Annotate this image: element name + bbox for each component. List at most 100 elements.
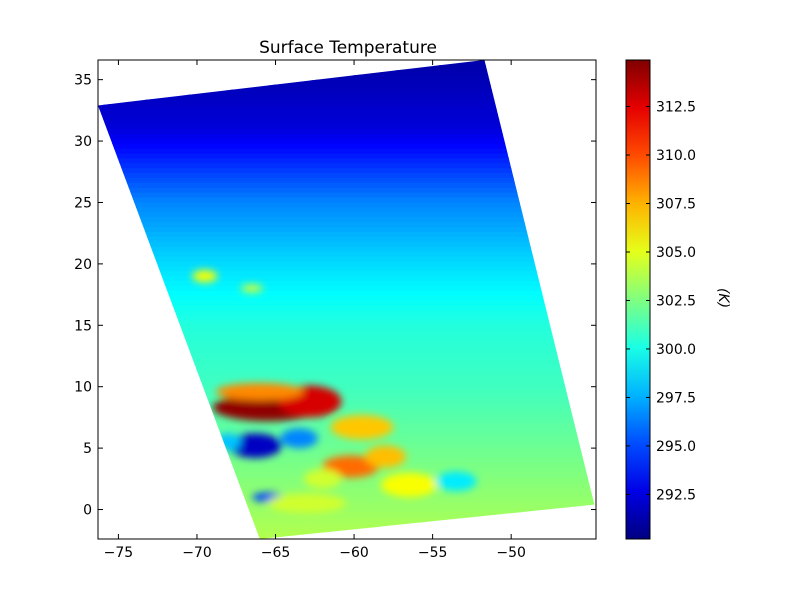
colorbar-tick-label: 302.5 — [656, 293, 696, 309]
temperature-band — [98, 320, 595, 327]
temperature-band — [98, 256, 595, 263]
temperature-band — [98, 310, 595, 317]
temperature-band — [98, 271, 595, 277]
temperature-band — [98, 163, 595, 169]
temperature-band — [98, 94, 595, 101]
temperature-band — [98, 497, 595, 503]
temperature-band — [98, 408, 595, 415]
temperature-band — [98, 384, 595, 390]
temperature-band — [98, 138, 595, 145]
plot-frame — [97, 59, 597, 540]
temperature-band — [98, 511, 595, 518]
y-tick-label: 15 — [74, 318, 92, 334]
temperature-band — [98, 207, 595, 214]
temperature-band — [98, 64, 595, 71]
temperature-band — [98, 89, 595, 96]
temperature-band — [98, 492, 595, 499]
colorbar-tick-label: 295.0 — [656, 439, 696, 455]
temperature-band — [98, 158, 595, 164]
temperature-band — [98, 330, 595, 336]
temperature-band — [98, 217, 595, 223]
temperature-band — [98, 236, 595, 243]
x-tick-label: −65 — [261, 545, 291, 561]
temperature-band — [98, 187, 595, 194]
temperature-band — [98, 128, 595, 135]
temperature-band — [98, 443, 595, 449]
temperature-band — [98, 374, 595, 381]
temperature-band — [98, 349, 595, 356]
temperature-anomaly — [215, 383, 304, 401]
temperature-band — [98, 285, 595, 292]
colorbar-tick-label: 305.0 — [656, 245, 696, 261]
x-tick-label: −70 — [182, 545, 212, 561]
colorbar: 292.5 295.0 297.5 300.0 302.5 305.0 307.5 310.0… — [625, 59, 731, 540]
colorbar-ticks: 292.5 295.0 297.5 300.0 302.5 305.0 307.5 310.0… — [626, 100, 696, 503]
temperature-band — [98, 143, 595, 150]
temperature-band — [98, 251, 595, 258]
temperature-band — [98, 99, 595, 106]
temperature-band — [98, 300, 595, 307]
temperature-band — [98, 364, 595, 371]
temperature-band — [98, 222, 595, 228]
colorbar-tick-label: 297.5 — [656, 390, 696, 406]
temperature-band — [98, 507, 595, 513]
temperature-band — [98, 109, 595, 115]
colorbar-label: (K) — [715, 288, 731, 308]
temperature-band — [98, 246, 595, 253]
colorbar-tick-label: 292.5 — [656, 487, 696, 503]
temperature-band — [98, 104, 595, 110]
temperature-band — [98, 266, 595, 273]
temperature-band — [98, 197, 595, 204]
x-tick-label: −75 — [104, 545, 134, 561]
temperature-band — [98, 354, 595, 361]
colorbar-tick-label: 300.0 — [656, 342, 696, 358]
temperature-band — [98, 276, 595, 282]
temperature-band — [98, 60, 595, 66]
y-tick-label: 30 — [74, 134, 92, 150]
temperature-band — [98, 325, 595, 332]
temperature-band — [98, 516, 595, 523]
temperature-band — [98, 172, 595, 179]
temperature-band — [98, 79, 595, 86]
temperature-anomaly — [267, 493, 347, 514]
temperature-anomaly — [303, 468, 342, 489]
temperature-band — [98, 212, 595, 219]
temperature-band — [98, 118, 595, 125]
temperature-anomaly — [365, 445, 406, 468]
colorbar-tick-label: 310.0 — [656, 148, 696, 164]
temperature-band — [98, 403, 595, 410]
temperature-anomaly — [330, 414, 394, 440]
colorbar-frame — [625, 59, 651, 540]
temperature-band — [98, 526, 595, 533]
temperature-band — [98, 295, 595, 302]
temperature-band — [98, 438, 595, 444]
y-tick-label: 10 — [74, 380, 92, 396]
temperature-band — [98, 241, 595, 248]
temperature-band — [98, 344, 595, 351]
temperature-band — [98, 133, 595, 140]
temperature-band — [98, 482, 595, 489]
temperature-band — [98, 477, 595, 484]
anomaly-layer — [192, 270, 477, 514]
temperature-band — [98, 281, 595, 287]
x-tick-label: −55 — [418, 545, 448, 561]
colorbar-gradient — [626, 60, 650, 539]
y-axis: 0 5 10 15 20 25 30 35 — [74, 73, 596, 519]
x-tick-label: −50 — [496, 545, 526, 561]
temperature-band — [98, 379, 595, 386]
temperature-band — [98, 394, 595, 400]
temperature-band — [98, 487, 595, 494]
temperature-anomaly — [435, 471, 477, 492]
temperature-anomaly — [380, 472, 438, 498]
temperature-band — [98, 502, 595, 508]
temperature-band — [98, 148, 595, 155]
temperature-band — [98, 153, 595, 160]
temperature-anomaly — [215, 433, 241, 451]
temperature-band — [98, 369, 595, 376]
chart-title: Surface Temperature — [259, 38, 437, 58]
temperature-band — [98, 531, 595, 538]
temperature-band — [98, 448, 595, 454]
y-tick-label: 0 — [83, 503, 92, 519]
temperature-band — [98, 114, 595, 120]
colorbar-tick-label: 307.5 — [656, 197, 696, 213]
